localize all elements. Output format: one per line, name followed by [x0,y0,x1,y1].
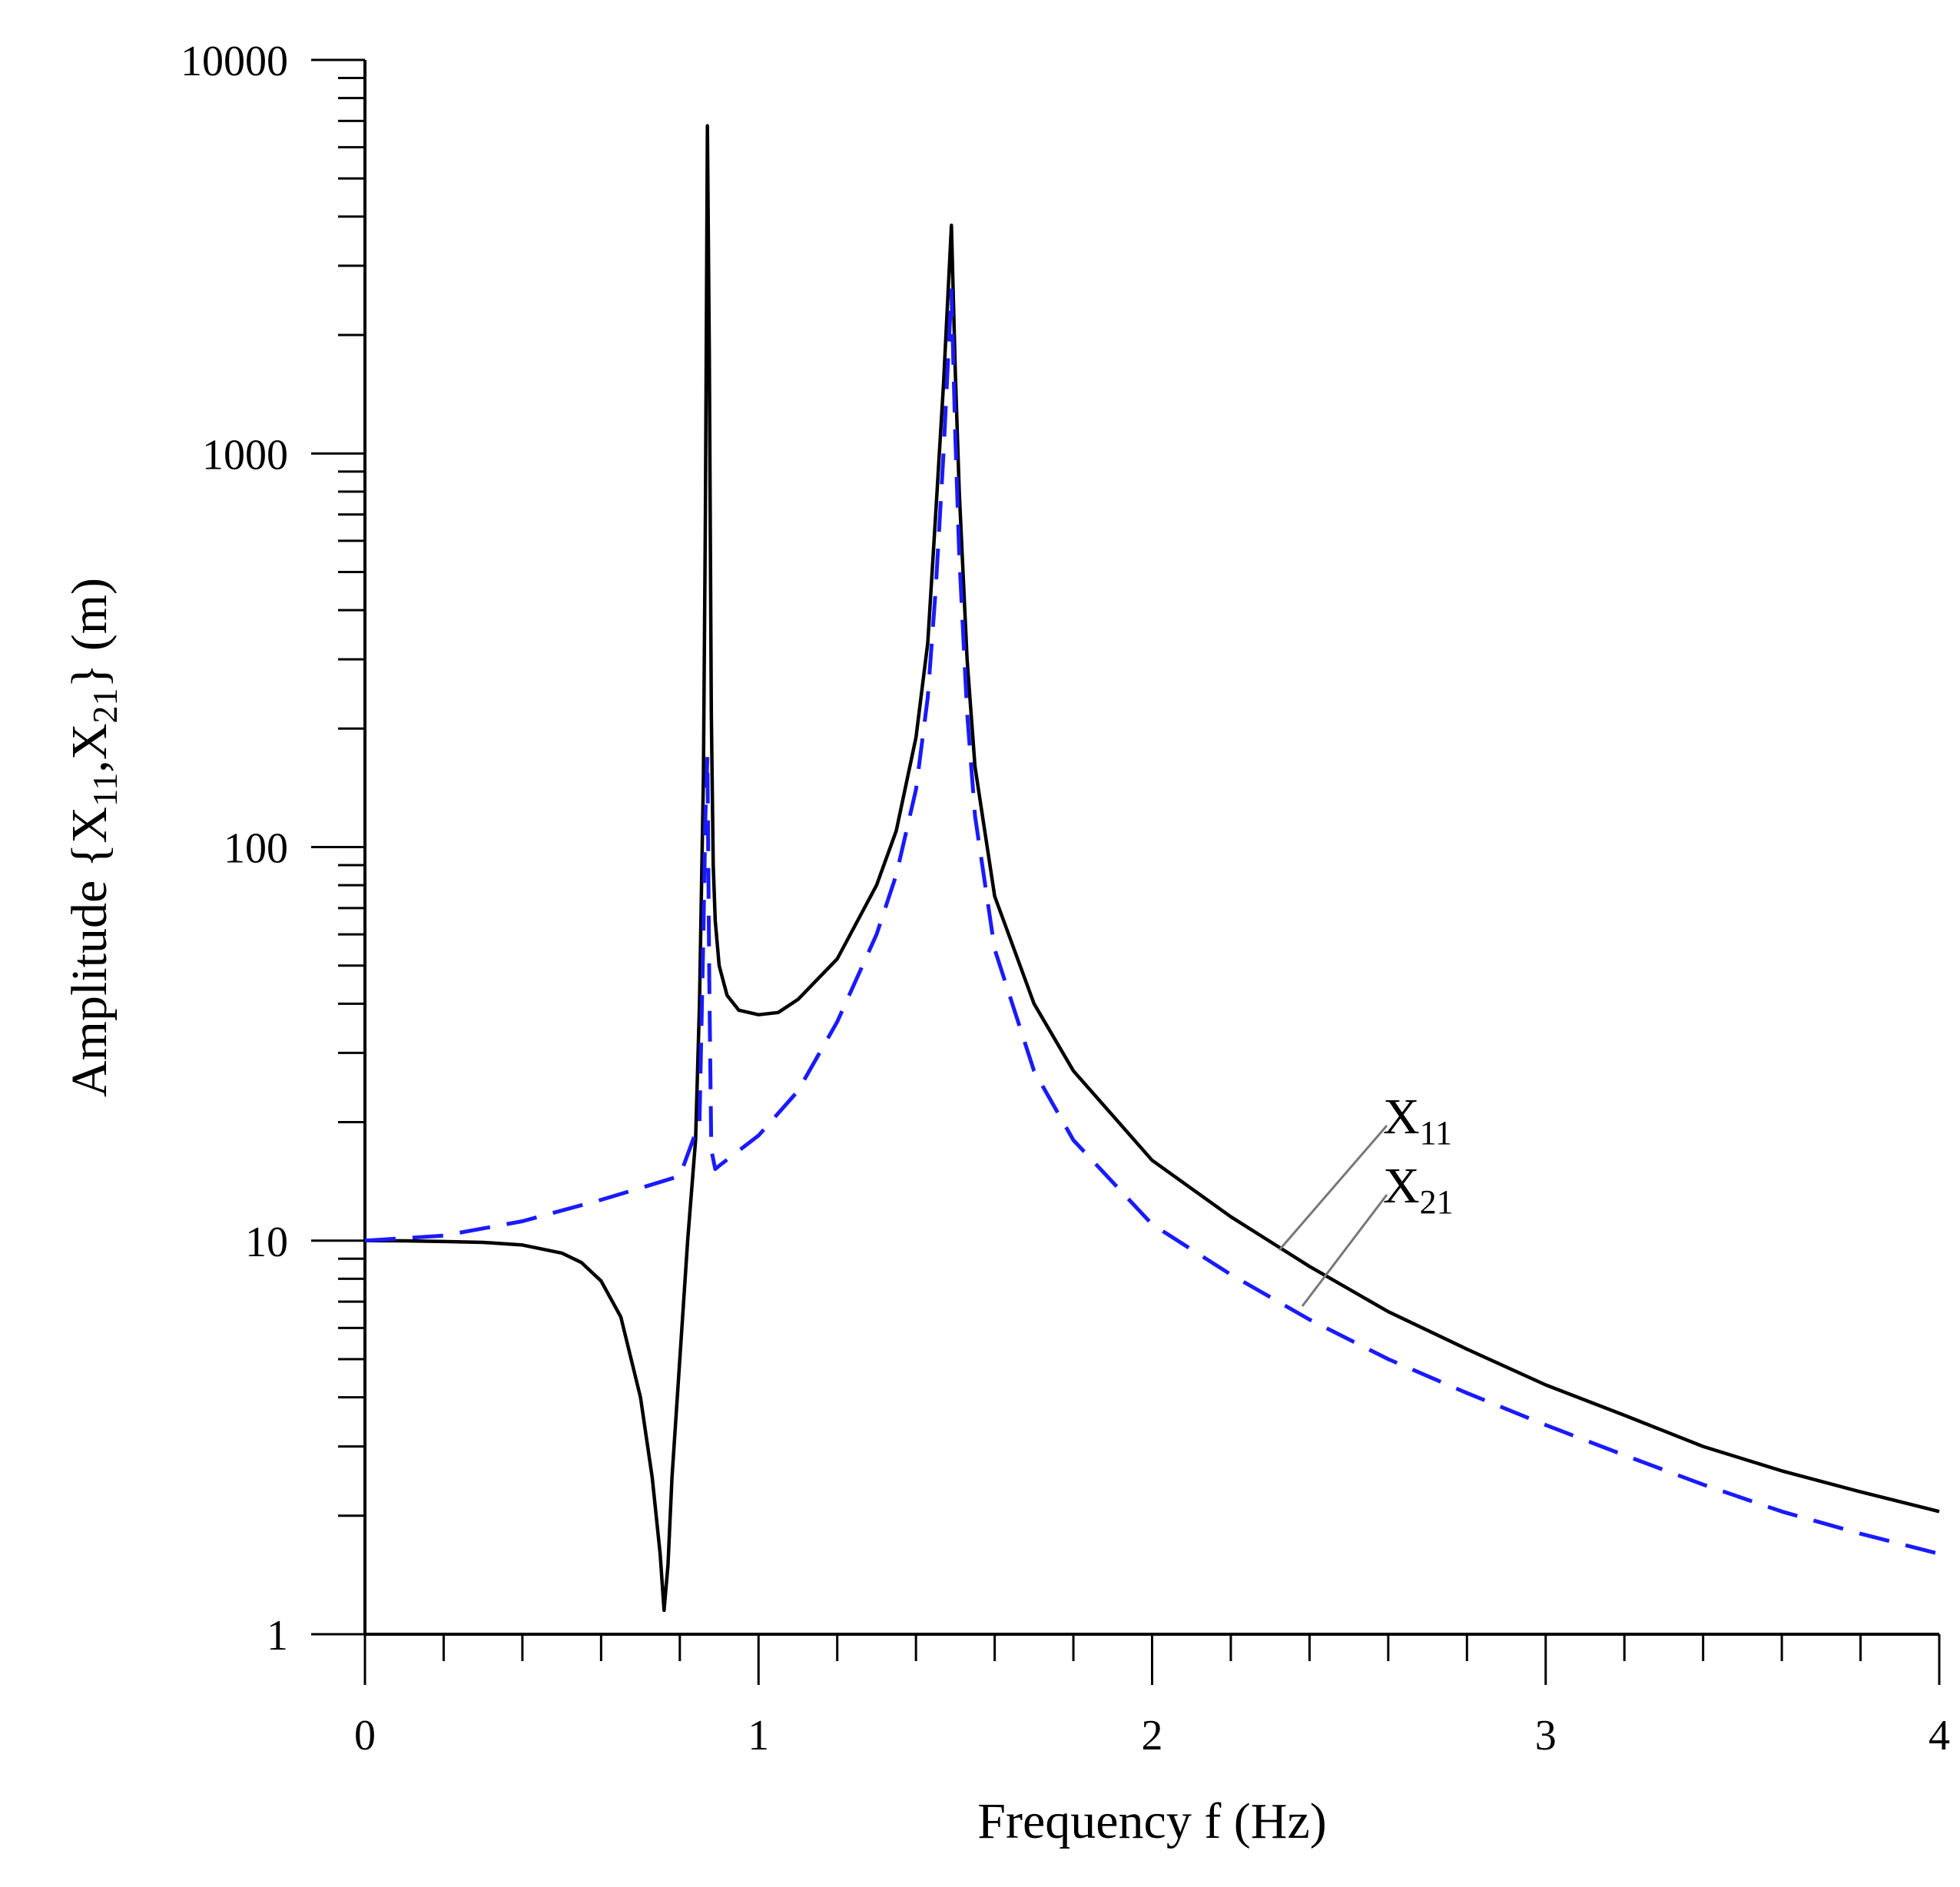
axis-titles: Frequency f (Hz) Amplitude {X11,X21} (m) [61,578,1327,1849]
y-tick-label: 10 [245,1219,288,1266]
legend-leader-x21 [1301,1194,1388,1307]
series-line-x11 [364,124,1940,1613]
x-tick-label: 3 [1535,1712,1557,1759]
legend-label-x11: X11 [1383,1089,1452,1152]
y-tick-label: 1 [267,1612,288,1660]
x-tick-label: 4 [1928,1712,1950,1759]
y-tick-label: 1000 [202,431,288,479]
series-line-x21 [364,288,1940,1556]
y-tick-label: 100 [224,825,288,873]
y-axis-title: Amplitude {X11,X21} (m) [61,578,124,1097]
x-tick-label: 0 [354,1712,376,1759]
x-tick-label: 1 [748,1712,769,1759]
x-tick-label: 2 [1142,1712,1163,1759]
ticks [311,58,1941,1685]
tick-labels: 1 10 100 1000 10000 0 1 2 3 4 [181,38,1950,1759]
x-axis-title: Frequency f (Hz) [977,1793,1326,1849]
legend-leader-x11 [1278,1125,1388,1251]
y-tick-label: 10000 [181,38,288,85]
axes [363,60,1939,1636]
legend-label-x21: X21 [1383,1158,1454,1221]
series-lines [364,124,1940,1613]
